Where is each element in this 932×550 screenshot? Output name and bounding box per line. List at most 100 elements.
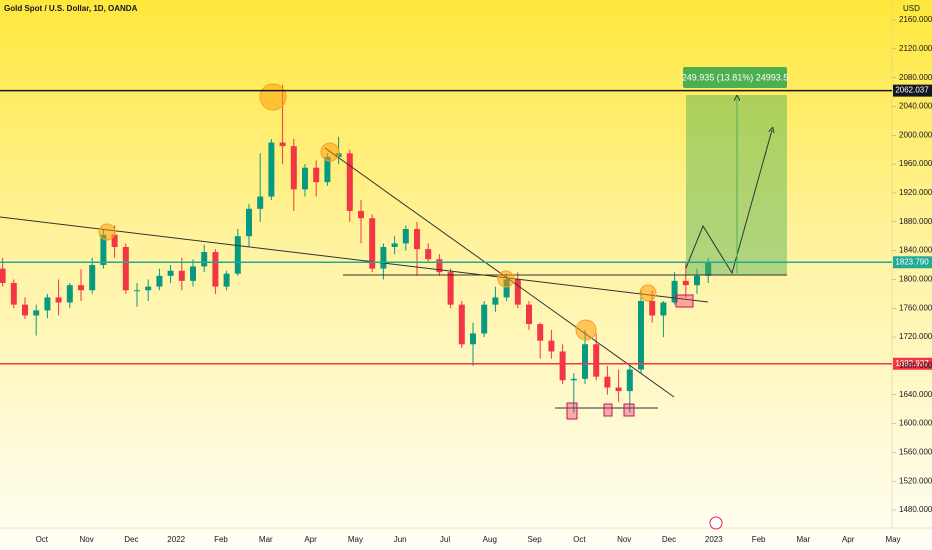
x-tick-label: May: [885, 535, 900, 544]
y-tick-label: 1840.000: [899, 246, 932, 255]
x-tick-label: Jun: [394, 535, 407, 544]
candle-body: [458, 304, 465, 345]
candle-body: [559, 351, 566, 381]
highlight-box: [623, 403, 635, 417]
y-tick-label: 2040.000: [899, 102, 932, 111]
candle-body: [346, 153, 353, 211]
x-tick-label: Feb: [214, 535, 228, 544]
candle-body: [145, 286, 152, 291]
candle-body: [313, 167, 320, 183]
x-tick-label: Jul: [440, 535, 450, 544]
y-tick-label: 2120.000: [899, 44, 932, 53]
highlight-circle: [320, 142, 340, 162]
x-tick-label: Aug: [483, 535, 497, 544]
x-tick-label: Sep: [527, 535, 542, 544]
x-tick-label: 2022: [167, 535, 185, 544]
candle-body: [615, 387, 622, 392]
candle-body: [223, 273, 230, 287]
candle-body: [481, 304, 488, 334]
candle-body: [425, 249, 432, 260]
candle-body: [212, 252, 219, 287]
candle-body: [604, 376, 611, 388]
y-tick-label: 1600.000: [899, 419, 932, 428]
price-badge-label: 1682.937: [895, 359, 929, 368]
y-tick-label: 1800.000: [899, 275, 932, 284]
candle-body: [324, 156, 331, 183]
candle-body: [55, 297, 62, 303]
candle-body: [201, 252, 208, 267]
y-tick-label: 1560.000: [899, 447, 932, 456]
trendline: [324, 147, 675, 398]
price-badge-label: 2062.037: [895, 86, 929, 95]
event-icon: [709, 516, 723, 530]
candle-body: [402, 228, 409, 244]
highlight-circle: [639, 284, 657, 302]
x-tick-label: Dec: [124, 535, 138, 544]
candle-body: [10, 283, 17, 305]
x-tick-label: Nov: [79, 535, 93, 544]
candle-body: [682, 280, 689, 286]
price-badge: [893, 256, 932, 269]
x-tick-label: Oct: [573, 535, 586, 544]
candle-body: [570, 378, 577, 381]
candle-body: [111, 234, 118, 247]
x-tick-label: Oct: [36, 535, 49, 544]
candle-body: [302, 167, 308, 190]
candle-body: [44, 297, 51, 311]
candle-body: [134, 290, 140, 292]
chart-title: Gold Spot / U.S. Dollar, 1D, OANDA: [4, 4, 138, 13]
y-tick-label: 2080.000: [899, 73, 932, 82]
candle-body: [22, 304, 28, 316]
candle-body: [178, 270, 185, 281]
candle-body: [190, 266, 196, 281]
y-tick-label: 2160.000: [899, 15, 932, 24]
candle-body: [369, 218, 376, 269]
price-levels: 2062.037 1823.790 1682.937: [0, 84, 932, 370]
candle-body: [156, 275, 163, 287]
y-tick-label: 1640.000: [899, 390, 932, 399]
x-tick-label: Nov: [617, 535, 631, 544]
drawings: 249.935 (13.81%) 24993.5: [0, 67, 789, 530]
candle-body: [78, 285, 84, 291]
x-tick-label: Dec: [662, 535, 676, 544]
candle-body: [290, 146, 297, 190]
measurement-badge: [683, 67, 787, 88]
x-tick-label: Mar: [797, 535, 811, 544]
candle-body: [705, 262, 712, 276]
candle-body: [66, 285, 73, 303]
highlight-box: [675, 294, 694, 308]
highlight-circle: [575, 319, 597, 341]
candle-body: [167, 270, 174, 276]
candle-body: [391, 243, 398, 247]
candle-body: [447, 272, 454, 305]
candle-body: [33, 310, 40, 316]
candle-body: [638, 301, 644, 370]
candle-body: [514, 279, 521, 305]
x-tick-label: Mar: [259, 535, 273, 544]
y-tick-label: 1920.000: [899, 188, 932, 197]
candle-body: [548, 340, 555, 352]
highlight-circle: [497, 270, 515, 288]
y-tick-label: 1760.000: [899, 303, 932, 312]
candle-body: [660, 302, 667, 316]
price-badge: [893, 357, 932, 370]
measurement-text: 249.935 (13.81%) 24993.5: [682, 72, 789, 82]
highlight-circle: [98, 223, 116, 241]
candle-body: [234, 236, 241, 274]
trendline: [0, 216, 709, 303]
candle-body: [503, 279, 510, 298]
y-tick-label: 1520.000: [899, 476, 932, 485]
candle-body: [279, 142, 286, 147]
candle-body: [470, 333, 476, 345]
candle-body: [492, 297, 499, 305]
candle-body: [89, 265, 96, 291]
highlight-circle: [259, 83, 287, 111]
x-tick-label: Feb: [752, 535, 766, 544]
projection-path: [685, 130, 772, 275]
highlight-box: [566, 402, 578, 420]
candle-body: [380, 246, 387, 269]
price-badge-label: 1823.790: [895, 257, 929, 266]
candle-body: [414, 228, 420, 250]
candle-body: [358, 210, 364, 219]
